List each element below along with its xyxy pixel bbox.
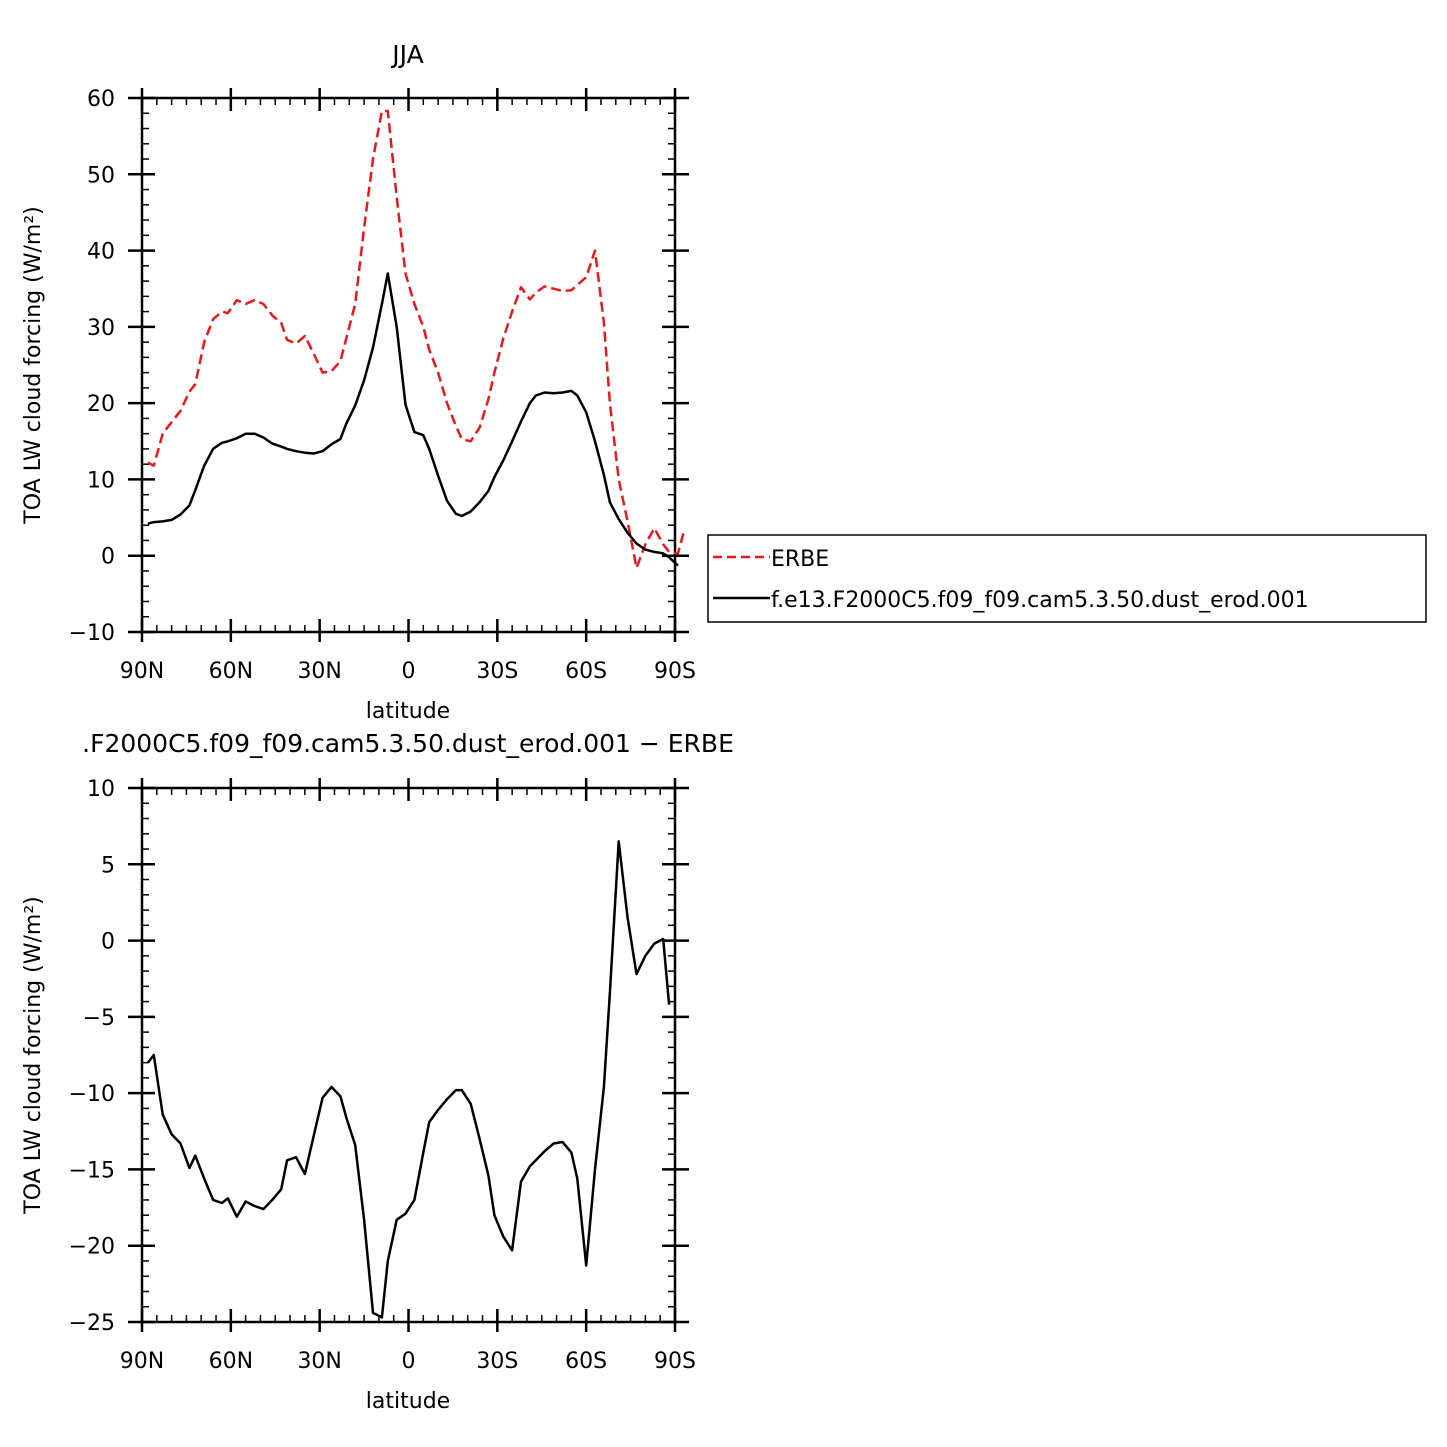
top-y-tick-label: 0 — [101, 545, 115, 570]
bottom-y-tick-label: 0 — [101, 930, 115, 955]
top-x-tick-label: 0 — [402, 659, 416, 684]
bottom-x-axis-label: latitude — [366, 1389, 450, 1414]
top-x-tick-label: 60N — [209, 659, 253, 684]
top-y-tick-label: −10 — [69, 621, 115, 646]
top-y-tick-label: 20 — [87, 392, 115, 417]
bottom-x-tick-label: 90S — [654, 1349, 696, 1374]
bottom-x-tick-label: 60N — [209, 1349, 253, 1374]
bottom-plot-frame — [140, 786, 677, 1324]
bottom-series-line-0 — [146, 840, 671, 1319]
top-y-tick-label: 10 — [87, 468, 115, 493]
bottom-y-tick-label: −25 — [69, 1311, 115, 1336]
bottom-y-tick-label: 10 — [87, 777, 115, 802]
top-x-tick-label: 30N — [297, 659, 341, 684]
top-x-tick-label: 60S — [565, 659, 607, 684]
bottom-y-tick-label: −5 — [83, 1006, 115, 1031]
top-plot-frame — [140, 96, 677, 634]
legend-model-label: f.e13.F2000C5.f09_f09.cam5.3.50.dust_ero… — [771, 588, 1309, 613]
top-y-tick-label: 60 — [87, 87, 115, 112]
top-chart-title: JJA — [390, 40, 423, 69]
top-y-tick-label: 30 — [87, 316, 115, 341]
bottom-x-tick-label: 30N — [297, 1349, 341, 1374]
bottom-x-tick-label: 90N — [120, 1349, 164, 1374]
legend-box — [707, 534, 1427, 623]
top-panel: JJA latitude TOA LW cloud forcing (W/m²)… — [21, 40, 696, 724]
legend: ERBE f.e13.F2000C5.f09_f09.cam5.3.50.dus… — [707, 534, 1427, 623]
top-y-tick-label: 50 — [87, 163, 115, 188]
bottom-y-tick-label: −10 — [69, 1082, 115, 1107]
bottom-y-axis-label: TOA LW cloud forcing (W/m²) — [21, 896, 46, 1214]
bottom-y-tick-label: −20 — [69, 1235, 115, 1260]
top-x-tick-label: 30S — [476, 659, 518, 684]
bottom-x-tick-label: 60S — [565, 1349, 607, 1374]
top-y-axis-label: TOA LW cloud forcing (W/m²) — [21, 206, 46, 524]
top-series-line-0 — [147, 109, 686, 570]
top-x-tick-label: 90N — [120, 659, 164, 684]
bottom-x-tick-label: 30S — [476, 1349, 518, 1374]
bottom-chart-title: .F2000C5.f09_f09.cam5.3.50.dust_erod.001… — [82, 729, 734, 758]
bottom-y-tick-label: −15 — [69, 1158, 115, 1183]
top-x-axis-label: latitude — [366, 699, 450, 724]
bottom-x-tick-label: 0 — [402, 1349, 416, 1374]
bottom-y-tick-label: 5 — [101, 853, 115, 878]
top-x-tick-label: 90S — [654, 659, 696, 684]
top-y-tick-label: 40 — [87, 240, 115, 265]
bottom-panel: .F2000C5.f09_f09.cam5.3.50.dust_erod.001… — [21, 729, 734, 1414]
top-series-line-1 — [147, 272, 679, 567]
legend-erbe-label: ERBE — [771, 547, 829, 572]
